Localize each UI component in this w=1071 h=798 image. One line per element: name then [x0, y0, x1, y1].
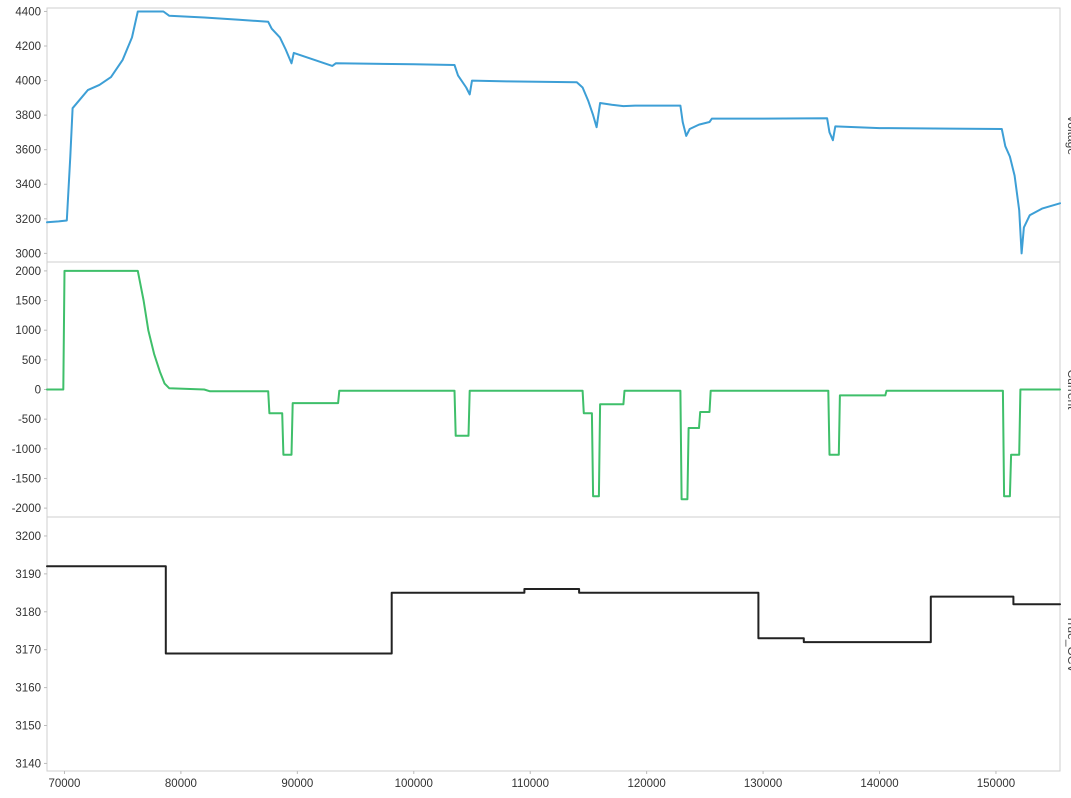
y-tick-label: 3400: [15, 179, 41, 191]
x-tick-label: 110000: [511, 778, 549, 790]
panel-frame: [46, 516, 1061, 772]
panel-true-ocv: 3140 3150 3160 3170 3180 3190 3200 True_OCV 7000…: [15, 516, 1071, 790]
x-tick-label: 120000: [627, 778, 665, 790]
x-tick-label: 150000: [977, 778, 1015, 790]
y-tick-label: 3150: [15, 721, 41, 733]
y-tick-label: -1000: [12, 444, 41, 456]
y-axis-label: True_OCV: [1065, 616, 1071, 673]
x-tick-label: 100000: [395, 778, 433, 790]
x-tick-label: 90000: [281, 778, 313, 790]
y-tick-label: 2000: [15, 266, 41, 278]
y-tick-label: 3170: [15, 645, 41, 657]
y-tick-label: 3600: [15, 145, 41, 157]
x-tick-label: 80000: [165, 778, 197, 790]
panel-frame: [46, 7, 1061, 263]
y-axis-label: Voltage: [1065, 115, 1071, 155]
y-tick-label: 3190: [15, 569, 41, 581]
y-tick-label: -2000: [12, 503, 41, 515]
y-tick-label: -1500: [12, 473, 41, 485]
y-tick-label: 0: [35, 385, 41, 397]
x-tick-label: 140000: [860, 778, 898, 790]
series-line-true-ocv: [46, 565, 1061, 655]
y-tick-label: 3200: [15, 531, 41, 543]
panel-voltage: 3000 3200 3400 3600 3800 4000 4200 4400 Voltage: [15, 6, 1071, 263]
y-tick-label: 3000: [15, 248, 41, 260]
x-tick-label: 70000: [48, 778, 80, 790]
panel-current: -2000 -1500 -1000 -500 0 500 1000 1500 2000 Curre…: [12, 261, 1071, 518]
y-tick-label: 500: [22, 355, 41, 367]
y-axis-label: Current: [1065, 369, 1071, 410]
y-tick-label: -500: [18, 414, 41, 426]
y-tick-label: 4200: [15, 41, 41, 53]
y-tick-label: 4400: [15, 6, 41, 18]
y-tick-label: 3800: [15, 110, 41, 122]
y-tick-label: 3140: [15, 758, 41, 770]
y-tick-label: 3200: [15, 214, 41, 226]
y-tick-label: 3180: [15, 607, 41, 619]
y-tick-label: 4000: [15, 76, 41, 88]
y-tick-label: 3160: [15, 683, 41, 695]
series-line-current: [46, 269, 1061, 501]
series-line-voltage: [46, 10, 1061, 255]
x-tick-label: 130000: [744, 778, 782, 790]
y-tick-label: 1500: [15, 296, 41, 308]
y-tick-label: 1000: [15, 325, 41, 337]
